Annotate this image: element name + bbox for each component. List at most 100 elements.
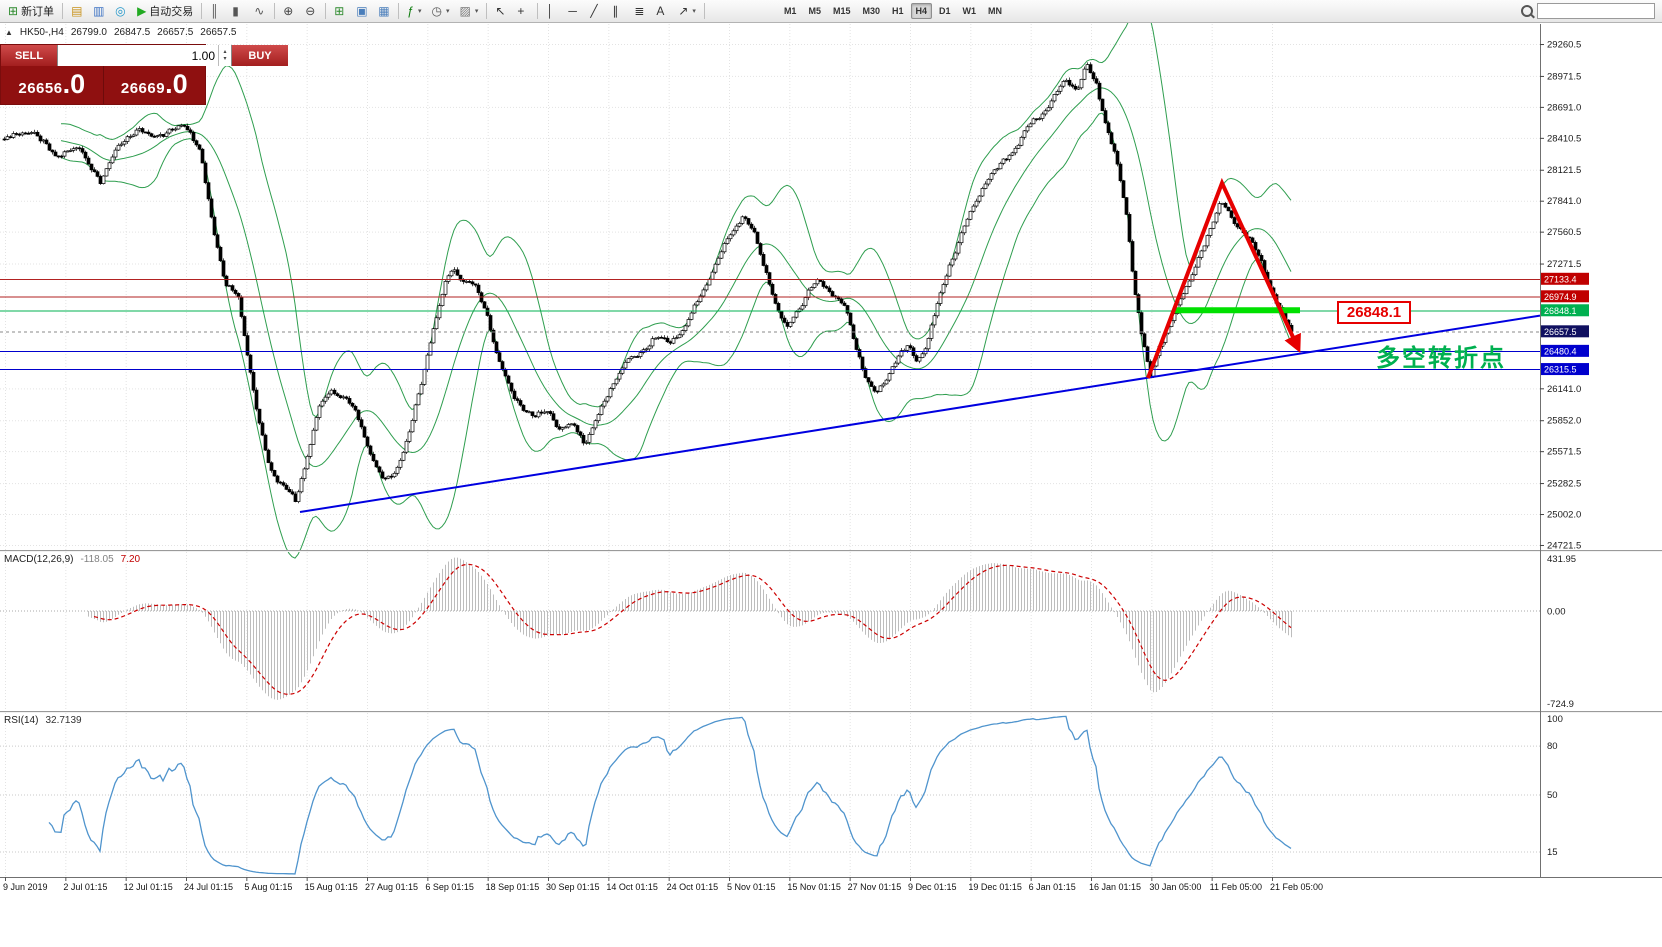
one-click-toggle-icon[interactable]: ▲: [5, 28, 13, 37]
templates-icon[interactable]: ▨ ▾: [456, 2, 483, 21]
profile-window-icon[interactable]: ▥: [89, 2, 109, 21]
market-watch-icon[interactable]: ◎: [111, 2, 131, 21]
macd-name: MACD(12,26,9): [4, 554, 74, 565]
trendline-icon: ╱: [590, 4, 598, 18]
arrows-icon[interactable]: ↗ ▾: [674, 2, 700, 21]
stepper-up-icon[interactable]: ▴: [223, 48, 227, 55]
indicators-icon-dropdown-icon[interactable]: ▾: [417, 8, 422, 15]
svg-text:26974.9: 26974.9: [1544, 292, 1577, 302]
timeframe-h1[interactable]: H1: [887, 3, 909, 19]
periodicity-icon[interactable]: ◷ ▾: [428, 2, 454, 21]
svg-text:431.95: 431.95: [1547, 554, 1576, 565]
timeframe-m30[interactable]: M30: [857, 3, 885, 19]
buy-button[interactable]: BUY: [232, 45, 288, 66]
fibonacci-icon: ≣: [634, 4, 645, 18]
vertical-line-icon: │: [546, 4, 554, 18]
cursor-icon: ↖: [495, 4, 506, 18]
open-price: 26799.0: [70, 27, 107, 38]
svg-text:25852.0: 25852.0: [1547, 416, 1581, 427]
svg-text:100: 100: [1547, 714, 1563, 725]
svg-text:27841.0: 27841.0: [1547, 196, 1581, 207]
zoom-in-icon: ⊕: [283, 4, 294, 18]
close-price: 26657.5: [200, 27, 237, 38]
svg-text:28121.5: 28121.5: [1547, 165, 1581, 176]
symbol-search: [1521, 3, 1655, 19]
volume-stepper[interactable]: ▴ ▾: [218, 45, 231, 66]
svg-text:15: 15: [1547, 847, 1558, 858]
tile-windows-icon: ⊞: [334, 4, 345, 18]
text-label-icon[interactable]: A: [652, 2, 672, 21]
frame-layer: [0, 24, 1662, 878]
chart-bars-window-icon: ▤: [71, 4, 83, 18]
timeframe-mn[interactable]: MN: [983, 3, 1007, 19]
cascade-windows-icon[interactable]: ▣: [352, 2, 372, 21]
timeframe-d1[interactable]: D1: [934, 3, 956, 19]
svg-text:21 Feb 05:00: 21 Feb 05:00: [1270, 882, 1323, 892]
new-order-button[interactable]: ⊞ 新订单: [4, 2, 58, 21]
vertical-line-icon[interactable]: │: [542, 2, 562, 21]
zoom-out-icon[interactable]: ⊖: [301, 2, 321, 21]
indicators-icon: ƒ: [407, 4, 414, 18]
horizontal-line-icon[interactable]: ─: [564, 2, 584, 21]
stepper-down-icon[interactable]: ▾: [223, 55, 227, 62]
svg-text:2 Jul 01:15: 2 Jul 01:15: [63, 882, 107, 892]
line-chart-icon[interactable]: ∿: [250, 2, 270, 21]
price-flag-annotation[interactable]: 26848.1: [1337, 301, 1411, 324]
arrows-icon: ↗: [678, 4, 689, 18]
sell-price-button[interactable]: 26656 .0: [1, 66, 104, 104]
templates-icon: ▨: [459, 4, 471, 18]
svg-text:28691.0: 28691.0: [1547, 102, 1581, 113]
toolbar-separator: [201, 3, 203, 19]
autotrading-button[interactable]: ▶ 自动交易: [133, 2, 197, 21]
timeframe-h4[interactable]: H4: [910, 3, 933, 19]
periodicity-icon-dropdown-icon[interactable]: ▾: [445, 8, 450, 15]
autotrading-button: ▶: [137, 4, 147, 18]
svg-text:19 Dec 01:15: 19 Dec 01:15: [968, 882, 1022, 892]
svg-text:15 Aug 01:15: 15 Aug 01:15: [305, 882, 358, 892]
timeframe-m15[interactable]: M15: [828, 3, 856, 19]
zoom-out-icon: ⊖: [305, 4, 316, 18]
cursor-icon[interactable]: ↖: [491, 2, 511, 21]
indicators-icon[interactable]: ƒ ▾: [403, 2, 425, 21]
svg-text:11 Feb 05:00: 11 Feb 05:00: [1210, 882, 1262, 892]
toolbar: ⊞ 新订单 ▤ ▥ ◎ ▶ 自动交易 ║ ▮ ∿ ⊕ ⊖ ⊞ ▣ ▦ ƒ ▾ ◷ ▾ ▨ ▾ ↖ + │ ─ ╱ ∥ ≣ A ↗ ▾ M1 M…: [0, 0, 1662, 23]
templates-icon-dropdown-icon[interactable]: ▾: [474, 8, 479, 15]
toolbar-separator: [703, 3, 705, 19]
search-input[interactable]: [1537, 3, 1655, 19]
timeframe-toolbar: M1 M5 M15 M30 H1 H4 D1 W1 MN: [778, 3, 1008, 19]
svg-text:0.00: 0.00: [1547, 606, 1566, 617]
svg-text:27 Aug 01:15: 27 Aug 01:15: [365, 882, 418, 892]
rsi-layer: [0, 715, 1540, 875]
timeframe-w1[interactable]: W1: [958, 3, 982, 19]
fibonacci-icon[interactable]: ≣: [630, 2, 650, 21]
svg-text:25571.5: 25571.5: [1547, 447, 1581, 458]
arrows-icon-dropdown-icon[interactable]: ▾: [692, 8, 696, 15]
price-scale: 29260.5 28971.5 28691.0 28410.5 28121.5 27841…: [1540, 40, 1589, 858]
arrange-windows-icon[interactable]: ▦: [374, 2, 394, 21]
channel-icon[interactable]: ∥: [608, 2, 628, 21]
zoom-in-icon[interactable]: ⊕: [279, 2, 299, 21]
timeframe-m1[interactable]: M1: [779, 3, 802, 19]
time-axis: 9 Jun 2019 2 Jul 01:15 12 Jul 01:15 24 Jul …: [3, 877, 1323, 892]
volume-input[interactable]: [58, 45, 218, 66]
crosshair-icon[interactable]: +: [513, 2, 533, 21]
timeframe-m5[interactable]: M5: [803, 3, 826, 19]
buy-price-button[interactable]: 26669 .0: [103, 66, 205, 104]
trendline-icon[interactable]: ╱: [586, 2, 606, 21]
candlestick-chart-icon[interactable]: ▮: [228, 2, 248, 21]
svg-text:27 Nov 01:15: 27 Nov 01:15: [848, 882, 902, 892]
svg-text:26141.0: 26141.0: [1547, 384, 1581, 395]
svg-text:27133.4: 27133.4: [1544, 274, 1577, 284]
svg-text:26848.1: 26848.1: [1544, 306, 1577, 316]
crosshair-icon: +: [517, 4, 525, 18]
svg-text:9 Jun 2019: 9 Jun 2019: [3, 882, 48, 892]
horizontal-line-icon: ─: [568, 4, 577, 18]
svg-text:14 Oct 01:15: 14 Oct 01:15: [606, 882, 658, 892]
sell-button[interactable]: SELL: [1, 45, 57, 66]
chart-bars-window-icon[interactable]: ▤: [67, 2, 87, 21]
macd-signal-value: 7.20: [120, 554, 141, 565]
bar-chart-icon[interactable]: ║: [206, 2, 226, 21]
svg-text:28410.5: 28410.5: [1547, 133, 1581, 144]
tile-windows-icon[interactable]: ⊞: [330, 2, 350, 21]
